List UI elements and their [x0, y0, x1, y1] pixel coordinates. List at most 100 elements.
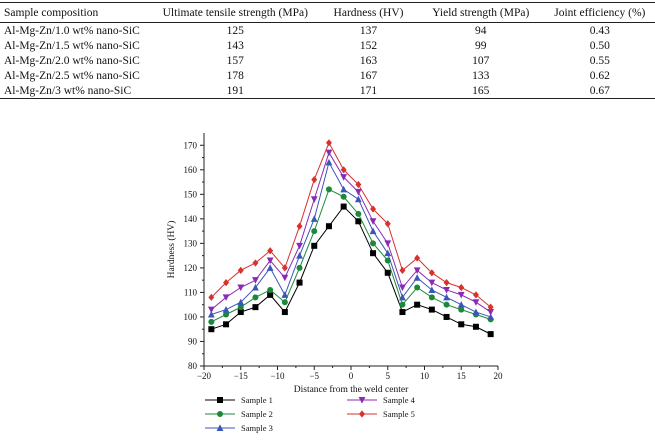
y-tick-label: 140	[184, 214, 198, 224]
data-point-diamond	[458, 283, 465, 292]
data-point-triangle	[472, 308, 480, 316]
x-axis-title: Distance from the weld center	[294, 384, 409, 395]
data-point-circle	[340, 193, 347, 200]
data-point-diamond	[223, 279, 230, 287]
data-point-circle	[443, 301, 450, 308]
data-point-diamond	[340, 166, 347, 174]
data-point-triangle	[443, 293, 450, 301]
legend-label: Sample 4	[383, 395, 416, 405]
table-cell: 0.43	[589, 25, 610, 37]
x-tick-label: −20	[197, 371, 212, 381]
legend-item	[347, 397, 377, 404]
x-tick-label: 15	[457, 371, 467, 381]
data-point-square	[399, 309, 406, 316]
data-point-triangle-down	[266, 257, 274, 265]
data-point-triangle-down	[281, 274, 289, 282]
data-point-square	[217, 397, 223, 403]
legend-item	[205, 411, 235, 417]
data-point-triangle-down	[222, 294, 230, 301]
data-point-diamond	[370, 205, 377, 213]
y-tick-label: 110	[184, 287, 198, 297]
data-point-diamond	[443, 279, 450, 287]
table-header-cell: Hardness (HV)	[320, 2, 417, 23]
data-point-square	[237, 309, 244, 316]
data-point-triangle-down	[325, 149, 333, 157]
data-point-square	[458, 321, 465, 328]
data-point-triangle-down	[252, 277, 259, 284]
data-point-diamond	[237, 266, 244, 274]
data-point-triangle	[354, 195, 362, 203]
data-point-diamond	[428, 269, 435, 277]
data-point-square	[281, 309, 288, 316]
legend-label: Sample 1	[241, 395, 273, 405]
table-cell: 125	[226, 25, 244, 37]
table-cell: Al-Mg-Zn/1.5 wt% nano-SiC	[4, 40, 140, 52]
data-point-square	[252, 304, 259, 311]
series-line-3	[211, 161, 491, 318]
data-point-triangle	[369, 227, 377, 235]
data-point-triangle	[266, 264, 274, 271]
data-point-triangle	[399, 293, 406, 301]
data-point-triangle-down	[472, 299, 480, 306]
data-point-circle	[370, 240, 377, 247]
data-point-circle	[252, 294, 259, 301]
x-tick-label: 0	[349, 371, 354, 381]
data-point-triangle-down	[340, 174, 348, 181]
data-point-square	[355, 218, 362, 225]
x-tick-label: −10	[270, 371, 285, 381]
table-cell: 0.50	[589, 40, 610, 52]
y-tick-label: 120	[184, 263, 198, 273]
y-tick-label: 160	[184, 165, 198, 175]
table-header-cell: Yield strength (MPa)	[416, 2, 545, 23]
y-tick-label: 100	[184, 312, 198, 322]
x-tick-label: 20	[494, 371, 504, 381]
data-point-square	[267, 291, 274, 298]
data-point-triangle	[207, 310, 215, 318]
data-point-diamond	[472, 291, 479, 299]
legend-item	[205, 397, 235, 403]
table-cell: 191	[150, 83, 321, 99]
data-point-triangle	[487, 313, 495, 320]
x-tick-label: 10	[420, 371, 430, 381]
data-point-diamond	[252, 259, 259, 267]
table-cell: 133	[472, 70, 490, 82]
table-cell: 167	[359, 70, 378, 82]
y-tick-label: 130	[184, 238, 198, 248]
data-point-triangle-down	[310, 196, 318, 203]
table-cell: 99	[475, 40, 487, 52]
data-point-circle	[208, 318, 215, 325]
table-cell: 143	[226, 40, 244, 52]
data-point-triangle-down	[358, 397, 366, 404]
table-cell: 94	[475, 25, 487, 37]
data-point-circle	[311, 228, 318, 235]
data-point-triangle-down	[413, 267, 421, 274]
data-point-square	[414, 301, 421, 308]
data-point-circle	[296, 264, 303, 271]
x-tick-label: 5	[386, 371, 391, 381]
data-point-diamond	[311, 176, 318, 184]
data-point-square	[311, 242, 318, 249]
table-header-cell: Joint efficiency (%)	[544, 2, 655, 23]
legend-label: Sample 2	[241, 409, 273, 419]
data-point-square	[428, 306, 435, 313]
table-cell: 165	[416, 83, 545, 99]
legend-label: Sample 3	[241, 423, 273, 433]
table-cell: Al-Mg-Zn/2.0 wt% nano-SiC	[4, 55, 140, 67]
x-tick-label: −5	[309, 371, 319, 381]
data-point-square	[443, 313, 450, 320]
data-point-square	[340, 203, 347, 210]
data-point-diamond	[355, 180, 362, 189]
data-point-circle	[414, 284, 421, 291]
y-tick-label: 90	[188, 336, 198, 346]
table-cell: 0.62	[589, 70, 610, 82]
data-point-circle	[223, 311, 230, 318]
data-point-square	[384, 269, 391, 276]
x-tick-label: −15	[234, 371, 249, 381]
data-point-triangle	[340, 185, 348, 193]
y-tick-label: 170	[184, 140, 198, 150]
data-point-square	[296, 279, 303, 286]
data-point-triangle-down	[384, 240, 392, 247]
data-point-triangle-down	[443, 286, 450, 294]
data-point-square	[472, 323, 479, 330]
